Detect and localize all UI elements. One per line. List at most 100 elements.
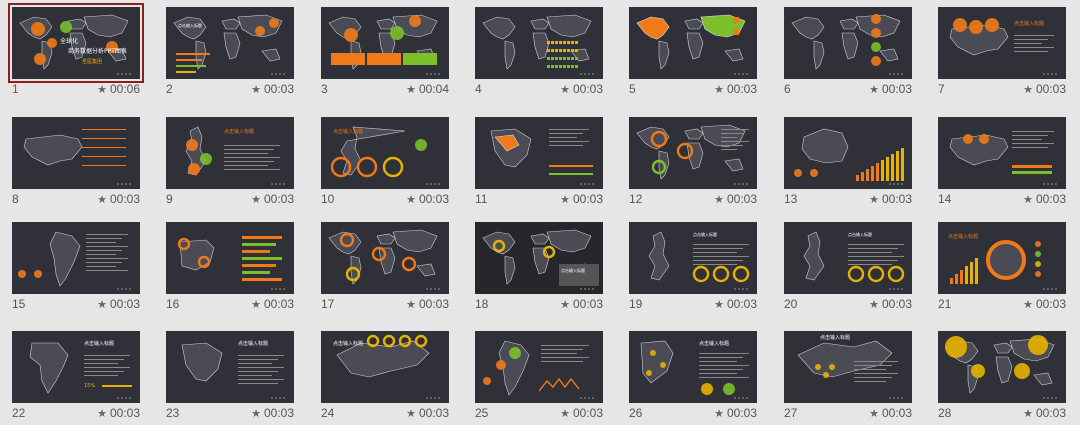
slide-thumbnail-27[interactable]: 点击输入标题 27 ★ 00:03: [784, 331, 914, 422]
slide-thumbnail-17[interactable]: 17 ★ 00:03: [321, 222, 451, 313]
slide-thumbnail-10[interactable]: 点击输入标题 10 ★ 00:03: [321, 117, 451, 208]
slide-thumbnail-19[interactable]: 点击输入标题 19 ★ 00:03: [629, 222, 759, 313]
slide-preview: 全球化商务数据分析PPT图表圣医集团: [8, 3, 144, 83]
slide-preview: 点击输入标题: [166, 7, 294, 79]
slide-text: 点击输入标题: [848, 231, 872, 237]
slide-thumbnail-8[interactable]: 8 ★ 00:03: [12, 117, 142, 208]
star-icon: ★: [714, 83, 724, 96]
slide-number: 14: [938, 192, 952, 206]
slide-timing: ★ 00:03: [714, 82, 757, 96]
slide-text: 商务数据分析PPT图表: [68, 47, 127, 55]
slide-thumbnail-20[interactable]: 点击输入标题 20 ★ 00:03: [784, 222, 914, 313]
slide-text: 点击输入标题: [699, 340, 729, 347]
slide-timing: ★ 00:03: [406, 297, 449, 311]
star-icon: ★: [869, 193, 879, 206]
star-icon: ★: [251, 298, 261, 311]
slide-preview: [321, 7, 449, 79]
star-icon: ★: [406, 407, 416, 420]
slide-timing: ★ 00:03: [97, 192, 140, 206]
slide-text: 点击输入标题: [333, 340, 363, 347]
slide-timing: ★ 00:03: [97, 406, 140, 420]
slide-number: 18: [475, 297, 489, 311]
marker: [1014, 363, 1030, 379]
marker: [34, 53, 46, 65]
slide-thumbnail-26[interactable]: 点击输入标题 26 ★ 00:03: [629, 331, 759, 422]
slide-number: 27: [784, 406, 798, 420]
marker: [496, 360, 506, 370]
slide-thumbnail-21[interactable]: 点击输入标题 21 ★ 00:03: [938, 222, 1068, 313]
slide-text: 圣医集团: [82, 58, 102, 65]
slide-preview: [321, 222, 449, 294]
slide-text: 点击输入标题: [84, 340, 114, 347]
slide-timing: ★ 00:03: [869, 297, 912, 311]
slide-timing: ★ 00:03: [97, 297, 140, 311]
slide-duration: 00:03: [726, 82, 757, 96]
marker: [815, 364, 821, 370]
slide-number: 21: [938, 297, 952, 311]
slide-timing: ★ 00:03: [1023, 406, 1066, 420]
slide-number: 25: [475, 406, 489, 420]
star-icon: ★: [714, 298, 724, 311]
marker: [723, 383, 735, 395]
slide-duration: 00:03: [1035, 192, 1066, 206]
marker: [794, 169, 802, 177]
slide-preview: 点击输入标题: [784, 222, 912, 294]
slide-thumbnail-1[interactable]: 全球化 商务数据分析PPT图表 圣医集团 1 ★ 00:06: [8, 3, 144, 98]
slide-timing: ★ 00:03: [251, 406, 294, 420]
slide-text: 点击输入标题: [820, 334, 850, 341]
slide-preview: 点击输入标题: [938, 7, 1066, 79]
slide-thumbnail-11[interactable]: 11 ★ 00:03: [475, 117, 605, 208]
star-icon: ★: [251, 407, 261, 420]
slide-thumbnail-2[interactable]: 点击输入标题 2 ★ 00:03: [166, 7, 296, 98]
slide-number: 8: [12, 192, 19, 206]
slide-number: 5: [629, 82, 636, 96]
slide-thumbnail-14[interactable]: 14 ★ 00:03: [938, 117, 1068, 208]
star-icon: ★: [406, 83, 416, 96]
star-icon: ★: [714, 407, 724, 420]
slide-thumbnail-24[interactable]: 点击输入标题 24 ★ 00:03: [321, 331, 451, 422]
star-icon: ★: [1023, 407, 1033, 420]
marker: [971, 364, 985, 378]
slide-preview: [12, 222, 140, 294]
marker: [1035, 261, 1041, 267]
star-icon: ★: [251, 193, 261, 206]
slide-thumbnail-7[interactable]: 点击输入标题 7 ★ 00:03: [938, 7, 1068, 98]
slide-thumbnail-3[interactable]: 3 ★ 00:04: [321, 7, 451, 98]
marker: [963, 134, 973, 144]
slide-thumbnail-28[interactable]: 28 ★ 00:03: [938, 331, 1068, 422]
slide-thumbnail-9[interactable]: 点击输入标题 9 ★ 00:03: [166, 117, 296, 208]
marker: [188, 163, 200, 175]
slide-duration: 00:03: [1035, 82, 1066, 96]
star-icon: ★: [97, 193, 107, 206]
marker: [18, 270, 26, 278]
slide-number: 3: [321, 82, 328, 96]
slide-timing: ★ 00:03: [251, 192, 294, 206]
slide-preview: 点击输入标题: [629, 331, 757, 403]
marker: [255, 26, 265, 36]
slide-preview: [784, 7, 912, 79]
slide-text: 全球化: [60, 37, 78, 45]
slide-duration: 00:03: [263, 82, 294, 96]
slide-preview: 点击输入标题: [166, 117, 294, 189]
slide-thumbnail-25[interactable]: 25 ★ 00:03: [475, 331, 605, 422]
slide-thumbnail-16[interactable]: 16 ★ 00:03: [166, 222, 296, 313]
star-icon: ★: [560, 193, 570, 206]
slide-thumbnail-13[interactable]: 13 ★ 00:03: [784, 117, 914, 208]
slide-preview: [475, 7, 603, 79]
star-icon: ★: [560, 83, 570, 96]
slide-thumbnail-18[interactable]: 点击输入标题 18 ★ 00:03: [475, 222, 605, 313]
marker: [60, 21, 72, 33]
slide-duration: 00:03: [726, 406, 757, 420]
slide-thumbnail-15[interactable]: 15 ★ 00:03: [12, 222, 142, 313]
slide-thumbnail-6[interactable]: 6 ★ 00:03: [784, 7, 914, 98]
slide-text: 点击输入标题: [1014, 20, 1044, 27]
slide-thumbnail-23[interactable]: 点击输入标题 23 ★ 00:03: [166, 331, 296, 422]
slide-duration: 00:03: [881, 406, 912, 420]
slide-thumbnail-4[interactable]: 4 ★ 00:03: [475, 7, 605, 98]
slide-thumbnail-22[interactable]: 点击输入标题 15% 22 ★ 00:03: [12, 331, 142, 422]
slide-number: 15: [12, 297, 26, 311]
slide-thumbnail-12[interactable]: 12 ★ 00:03: [629, 117, 759, 208]
slide-timing: ★ 00:03: [869, 406, 912, 420]
slide-thumbnail-5[interactable]: 5 ★ 00:03: [629, 7, 759, 98]
